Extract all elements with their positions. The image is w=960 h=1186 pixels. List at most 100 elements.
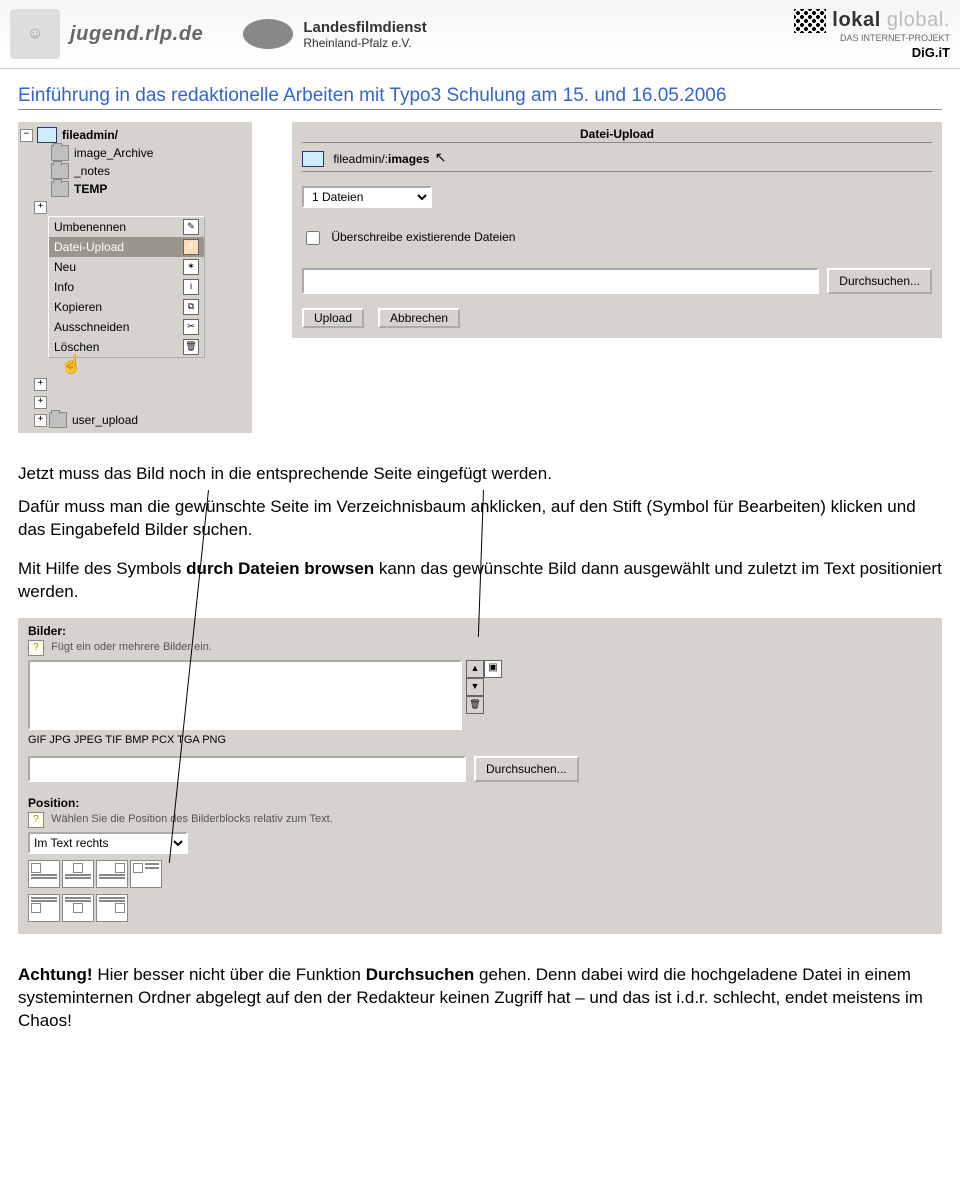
tree-item-label: user_upload (69, 413, 138, 427)
cancel-button[interactable]: Abbrechen (378, 308, 460, 328)
ctx-cut[interactable]: Ausschneiden ✂ (49, 317, 204, 337)
tree-item-label: image_Archive (71, 146, 153, 160)
position-header: Position: (28, 796, 932, 810)
ctx-item-label: Neu (54, 260, 76, 274)
help-icon[interactable]: ? (28, 640, 44, 656)
context-menu: Umbenennen ✎ Datei-Upload ⇧ Neu ✶ Info i… (48, 216, 205, 358)
ctx-copy[interactable]: Kopieren ⧉ (49, 297, 204, 317)
tree-expand-row[interactable]: + (20, 375, 250, 393)
image-path-input[interactable] (28, 756, 466, 782)
tree-root[interactable]: − fileadmin/ (20, 126, 250, 144)
page-title: Einführung in das redaktionelle Arbeiten… (18, 85, 942, 107)
file-count-select[interactable]: 1 Dateien (302, 186, 432, 208)
logo1-text: jugend.rlp.de (70, 23, 203, 46)
header-banner: ☺ jugend.rlp.de Landesfilmdienst Rheinla… (0, 0, 960, 69)
folder-icon (49, 412, 67, 428)
ctx-new[interactable]: Neu ✶ (49, 257, 204, 277)
ctx-info[interactable]: Info i (49, 277, 204, 297)
achtung-bold-c: Durchsuchen (366, 965, 475, 984)
layout-option[interactable] (28, 860, 60, 888)
layout-option[interactable] (96, 894, 128, 922)
ctx-item-label: Kopieren (54, 300, 102, 314)
upload-panel: Datei-Upload fileadmin/:images ↖ 1 Datei… (292, 122, 942, 338)
tree-expand-row[interactable]: + (20, 198, 250, 216)
copy-icon: ⧉ (183, 299, 199, 315)
logo3-extra: DiG.iT (912, 45, 950, 60)
logo2-line1: Landesfilmdienst (303, 19, 426, 36)
tree-root-label: fileadmin/ (59, 128, 118, 142)
layout-option[interactable] (62, 894, 94, 922)
rename-icon: ✎ (183, 219, 199, 235)
overwrite-checkbox[interactable] (306, 231, 320, 245)
upload-path-b: images (388, 152, 429, 166)
portrait-placeholder: ☺ (10, 9, 60, 59)
drive-icon (302, 151, 324, 167)
tree-item[interactable]: TEMP (20, 180, 250, 198)
drive-icon (37, 127, 57, 143)
tree-item[interactable]: _notes (20, 162, 250, 180)
tree-item[interactable]: image_Archive (20, 144, 250, 162)
layout-options-row-2 (28, 894, 932, 922)
ctx-item-label: Info (54, 280, 74, 294)
ctx-item-label: Datei-Upload (54, 240, 124, 254)
achtung-paragraph: Achtung! Hier besser nicht über die Funk… (18, 964, 942, 1033)
logo-jugend: ☺ jugend.rlp.de (10, 9, 203, 59)
collapse-icon[interactable]: − (20, 129, 33, 142)
expand-icon[interactable]: + (34, 396, 47, 409)
bilder-subtitle: Fügt ein oder mehrere Bilder ein. (51, 641, 212, 653)
ctx-item-label: Ausschneiden (54, 320, 129, 334)
allowed-filetypes: GIF JPG JPEG TIF BMP PCX TGA PNG (28, 734, 932, 746)
tree-item-label: TEMP (71, 182, 107, 196)
achtung-bold: Achtung! (18, 965, 93, 984)
delete-item-icon[interactable]: 🗑 (466, 696, 484, 714)
new-icon: ✶ (183, 259, 199, 275)
folder-icon (51, 163, 69, 179)
overwrite-label: Überschreibe existierende Dateien (331, 230, 515, 244)
logo-lokalglobal: lokal global. DAS INTERNET-PROJEKT DiG.i… (794, 9, 950, 60)
tree-item-label: _notes (71, 164, 110, 178)
file-path-input[interactable] (302, 268, 819, 294)
bilder-header: Bilder: (28, 624, 66, 638)
ctx-item-label: Löschen (54, 340, 99, 354)
image-browse-button[interactable]: Durchsuchen... (474, 756, 579, 782)
move-down-icon[interactable]: ▼ (466, 678, 484, 696)
help-icon[interactable]: ? (28, 812, 44, 828)
body-text-a: Mit Hilfe des Symbols (18, 559, 186, 578)
layout-option[interactable] (28, 894, 60, 922)
position-select[interactable]: Im Text rechts (28, 832, 188, 854)
hand-cursor-icon: ☝ (60, 354, 250, 375)
cut-icon: ✂ (183, 319, 199, 335)
move-up-icon[interactable]: ▲ (466, 660, 484, 678)
upload-icon: ⇧ (183, 239, 199, 255)
position-subtitle: Wählen Sie die Position des Bilderblocks… (51, 813, 333, 825)
separator (302, 171, 932, 172)
layout-option[interactable] (62, 860, 94, 888)
browse-button[interactable]: Durchsuchen... (827, 268, 932, 294)
file-tree-panel: − fileadmin/ image_Archive _notes TEMP +… (18, 122, 252, 433)
expand-icon[interactable]: + (34, 378, 47, 391)
logo3-sub: DAS INTERNET-PROJEKT (840, 33, 950, 43)
logo-landesfilmdienst: Landesfilmdienst Rheinland-Pfalz e.V. (243, 19, 426, 50)
ctx-upload[interactable]: Datei-Upload ⇧ (49, 237, 204, 257)
bilder-panel: Bilder: ? Fügt ein oder mehrere Bilder e… (18, 618, 942, 934)
layout-options-row-1 (28, 860, 932, 888)
ctx-rename[interactable]: Umbenennen ✎ (49, 217, 204, 237)
upload-button[interactable]: Upload (302, 308, 364, 328)
image-side-controls: ▲ ▣ ▼ 🗑 (466, 660, 502, 730)
folder-icon (51, 145, 69, 161)
tree-expand-row[interactable]: + (20, 393, 250, 411)
layout-option[interactable] (96, 860, 128, 888)
images-listbox[interactable] (28, 660, 462, 730)
logo2-line2: Rheinland-Pfalz e.V. (303, 36, 426, 50)
expand-icon[interactable]: + (34, 201, 47, 214)
layout-option[interactable] (130, 860, 162, 888)
logo3-a: lokal (832, 9, 881, 32)
logo3-b: global. (887, 9, 950, 32)
arrow-cursor-icon: ↖ (435, 149, 447, 165)
expand-icon[interactable]: + (34, 414, 47, 427)
tree-item[interactable]: + user_upload (20, 411, 250, 429)
browse-files-icon[interactable]: ▣ (484, 660, 502, 678)
upload-path-a: fileadmin/: (333, 152, 388, 166)
body-text-bold: durch Dateien browsen (186, 559, 374, 578)
upload-title: Datei-Upload (302, 126, 932, 143)
